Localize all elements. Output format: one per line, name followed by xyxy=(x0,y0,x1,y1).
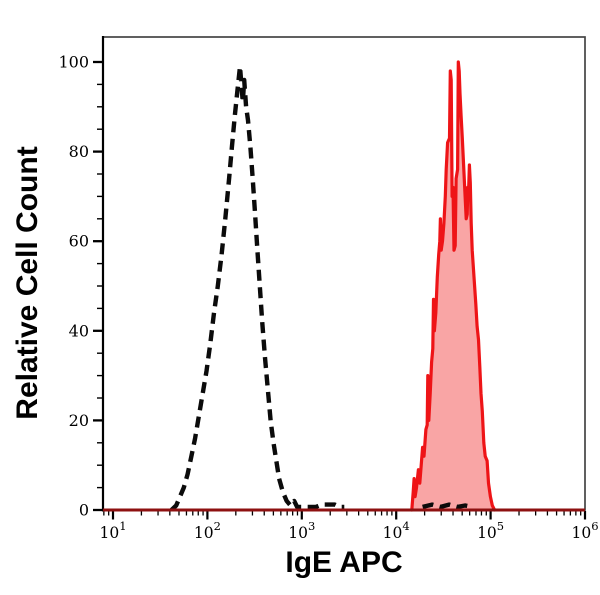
stained-histogram-fill xyxy=(411,62,495,510)
y-axis-title: Relative Cell Count xyxy=(11,146,44,420)
x-tick-label: 103 xyxy=(288,519,315,542)
y-tick-label: 0 xyxy=(79,501,89,520)
y-tick-label: 20 xyxy=(69,411,89,430)
x-tick-label: 104 xyxy=(383,519,410,542)
plot-frame xyxy=(102,36,586,511)
y-tick-label: 100 xyxy=(58,53,89,72)
x-axis-minor-ticks xyxy=(103,511,582,516)
isotype-control-dashed-curve xyxy=(169,64,345,512)
x-tick-label: 101 xyxy=(99,519,126,542)
x-axis-major-ticks xyxy=(111,511,587,520)
x-tick-label: 102 xyxy=(194,519,221,542)
y-tick-label: 80 xyxy=(69,142,89,161)
y-tick-label: 60 xyxy=(69,232,89,251)
isotype-control-dashed-curve xyxy=(422,502,473,510)
y-tick-label: 40 xyxy=(69,321,89,340)
x-tick-label: 105 xyxy=(477,519,504,542)
x-axis-title: IgE APC xyxy=(285,546,403,579)
x-tick-label: 106 xyxy=(571,519,598,542)
stained-histogram-outline xyxy=(410,60,497,512)
y-axis-major-ticks xyxy=(93,60,103,512)
